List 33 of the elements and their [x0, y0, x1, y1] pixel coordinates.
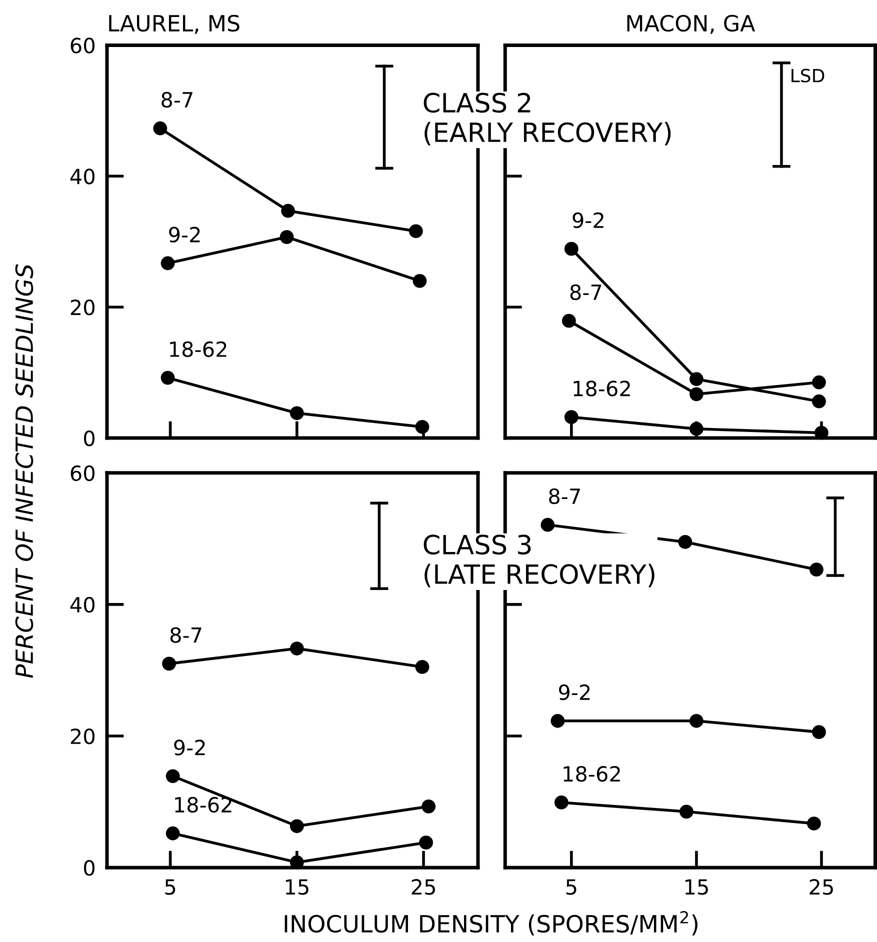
series-label: 18-62: [170, 341, 226, 358]
y-tick-label: 0: [84, 860, 94, 876]
x-axis-title: INOCULUM DENSITY (SPORES/MM$^{2}$): [284, 911, 698, 936]
y-tick-label: 60: [70, 465, 94, 482]
series-label: 8-7: [162, 92, 192, 108]
series-label: 9-2: [572, 212, 604, 228]
legend-label: LSD: [792, 68, 824, 82]
x-tick-label: 5: [165, 879, 176, 895]
y-tick-label: 20: [70, 300, 94, 316]
series-label: 18-62: [175, 796, 232, 813]
series-label: 8-7: [170, 627, 202, 643]
chart-title: MACON, GA: [627, 14, 756, 34]
series-label: 8-7: [570, 284, 602, 300]
series-label: 9-2: [174, 740, 205, 756]
annotation: CLASS 2 (EARLY RECOVERY): [424, 92, 671, 146]
y-tick-label: 20: [70, 728, 94, 744]
x-tick-label: 15: [286, 879, 308, 895]
series-label: 9-2: [558, 684, 590, 700]
x-tick-label: 15: [685, 879, 708, 895]
y-tick-label: 40: [70, 168, 94, 184]
x-tick-label: 25: [412, 879, 435, 895]
series-label: 18-62: [564, 766, 620, 782]
y-tick-label: 0: [84, 430, 94, 446]
y-axis-title: PERCENT OF INFECTED SEEDLINGS: [15, 264, 34, 678]
x-tick-label: 5: [566, 879, 576, 895]
series-label: 9-2: [169, 226, 200, 243]
y-tick-label: 40: [70, 596, 94, 613]
annotation: CLASS 3 (LATE RECOVERY): [424, 534, 654, 588]
y-tick-label: 60: [70, 38, 94, 54]
series-label: 8-7: [549, 488, 580, 504]
series-label: 18-62: [574, 380, 630, 396]
x-tick-label: 25: [810, 879, 833, 895]
chart-title: LAUREL, MS: [109, 14, 240, 34]
